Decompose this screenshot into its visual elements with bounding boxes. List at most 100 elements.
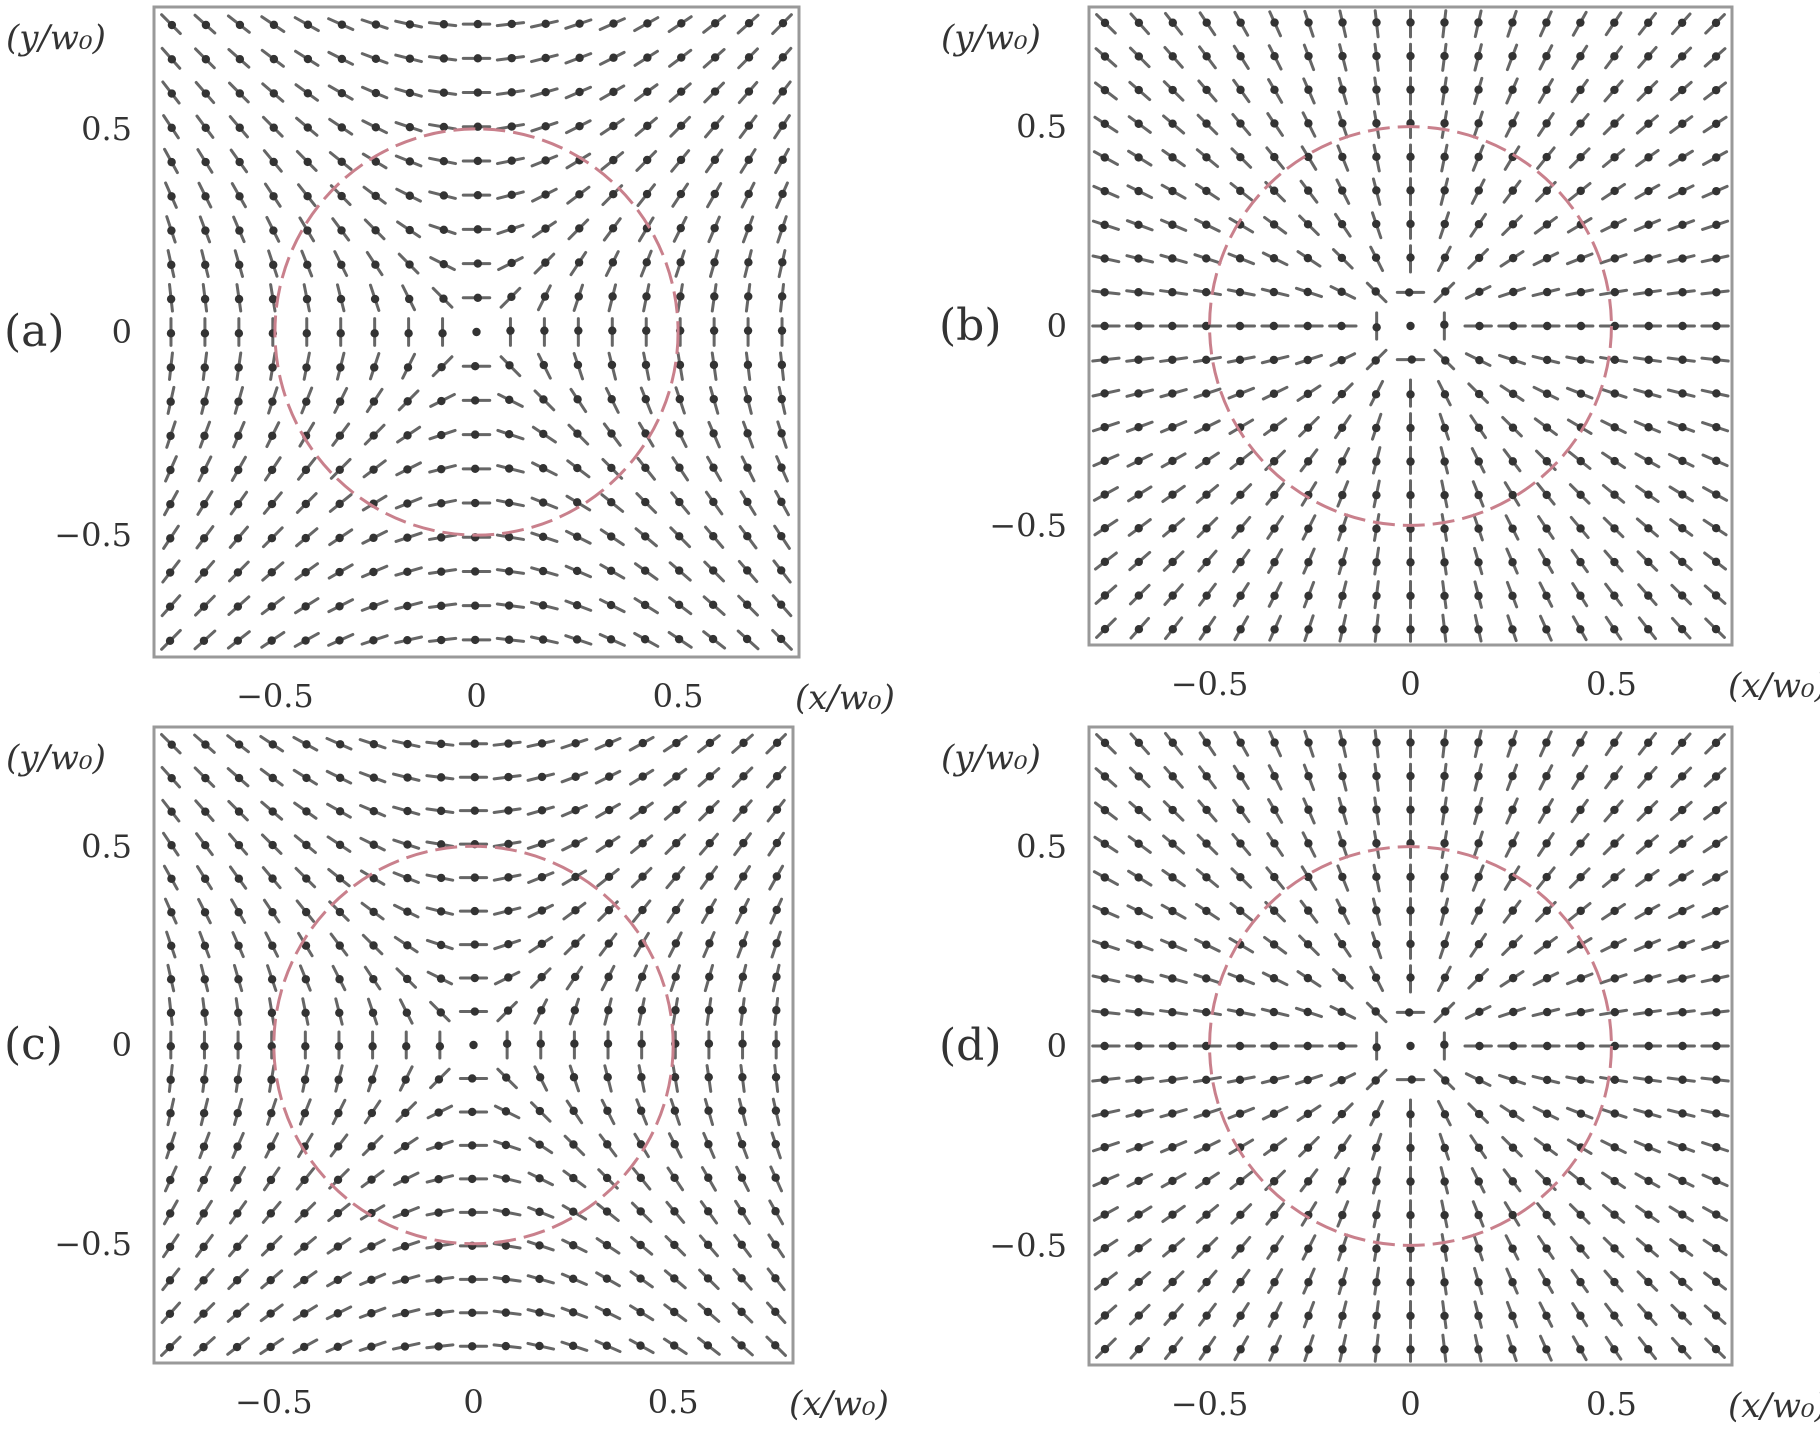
vector-arrow-head xyxy=(1542,1311,1551,1321)
vector-arrow-head xyxy=(1508,1311,1517,1321)
vector-arrow-head xyxy=(1202,1210,1211,1219)
vector-arrow-head xyxy=(1202,456,1211,466)
vector-arrow-head xyxy=(1474,1177,1483,1186)
vector-arrow-head xyxy=(404,329,413,338)
vector-arrow-head xyxy=(1678,1041,1687,1051)
vector-arrow-head xyxy=(1678,1142,1687,1152)
vector-arrow-head xyxy=(233,499,243,509)
vector-arrow-head xyxy=(1338,152,1347,162)
vector-arrow-head xyxy=(371,54,381,63)
vector-arrow-head xyxy=(1576,490,1585,500)
vector-arrow-head xyxy=(166,975,176,984)
x-tick-label: 0.5 xyxy=(653,677,704,715)
vector-arrow-head xyxy=(405,20,415,29)
vector-arrow-head xyxy=(1100,805,1110,815)
vector-arrow-head xyxy=(1236,52,1245,61)
vector-arrow-head xyxy=(267,975,277,984)
vector-arrow-head xyxy=(575,224,584,233)
vector-arrow-head xyxy=(1202,1345,1211,1354)
vector-arrow-head xyxy=(1236,152,1245,162)
vector-arrow-head xyxy=(1644,1277,1653,1287)
vector-arrow-head xyxy=(400,1242,410,1251)
vector-arrow-head xyxy=(1644,805,1653,815)
vector-arrow-head xyxy=(234,465,243,475)
vector-arrow-head xyxy=(371,260,380,269)
vector-arrow-head xyxy=(167,55,177,64)
vector-arrow-head xyxy=(1711,52,1721,61)
vector-arrow-head xyxy=(333,1175,343,1185)
vector-arrow-head xyxy=(434,1075,444,1084)
vector-arrow-head xyxy=(1406,1041,1415,1051)
vector-arrow-head xyxy=(1644,321,1653,331)
vector-arrow-head xyxy=(609,155,618,165)
vector-arrow-head xyxy=(167,20,177,30)
vector-arrow-head xyxy=(405,157,415,166)
vector-arrow-head xyxy=(675,360,685,370)
vector-arrow-head xyxy=(571,739,580,748)
y-tick-label: −0.5 xyxy=(54,1225,132,1263)
vector-arrow-head xyxy=(1168,321,1177,331)
vector-arrow-head xyxy=(434,1208,443,1217)
vector-arrow-head xyxy=(267,465,277,475)
vector-arrow-head xyxy=(1304,1311,1313,1321)
vector-arrow-head xyxy=(501,1140,511,1150)
vector-arrow-head xyxy=(574,326,583,335)
vector-arrow-head xyxy=(642,326,651,335)
vector-arrow-head xyxy=(167,192,176,201)
vector-arrow-head xyxy=(641,532,650,541)
vector-arrow-head xyxy=(1508,940,1518,949)
vector-arrow-head xyxy=(233,534,243,543)
vector-arrow-head xyxy=(778,258,787,267)
vector-arrow-head xyxy=(572,532,582,541)
vector-arrow-head xyxy=(739,805,748,814)
vector-arrow-head xyxy=(538,498,548,507)
vector-arrow-head xyxy=(675,497,684,507)
vector-arrow-head xyxy=(1168,839,1177,848)
vector-arrow-head xyxy=(367,1242,376,1251)
vector-arrow-head xyxy=(166,534,175,543)
vector-arrow-head xyxy=(1406,253,1415,262)
vector-arrow-head xyxy=(1474,219,1484,229)
vector-arrow-head xyxy=(504,906,513,915)
vector-arrow-head xyxy=(439,54,449,63)
vector-arrow-head xyxy=(1474,805,1483,814)
vector-arrow-head xyxy=(1508,1278,1517,1287)
vector-arrow-head xyxy=(1610,389,1620,398)
vector-arrow-head xyxy=(201,20,211,30)
vector-arrow-head xyxy=(1644,524,1653,533)
vector-arrow-head xyxy=(777,566,786,575)
vector-arrow-head xyxy=(1304,625,1313,634)
vector-arrow-head xyxy=(669,1341,679,1350)
vector-arrow-head xyxy=(299,1342,309,1352)
vector-arrow-head xyxy=(367,1275,376,1285)
vector-arrow-head xyxy=(608,224,618,233)
vector-arrow-head xyxy=(434,1275,443,1284)
vector-arrow-head xyxy=(1235,321,1245,331)
vector-arrow-head xyxy=(1644,254,1653,263)
vector-arrow-head xyxy=(1644,1143,1653,1152)
vector-arrow-head xyxy=(537,772,547,782)
vector-arrow-head xyxy=(608,326,617,335)
vector-arrow-head xyxy=(778,121,787,130)
vector-arrow-head xyxy=(708,600,718,610)
vector-arrow-head xyxy=(337,191,346,201)
vector-arrow-head xyxy=(1677,1344,1687,1354)
vector-arrow-head xyxy=(1134,153,1143,162)
vector-arrow-head xyxy=(1508,1177,1518,1186)
vector-arrow-head xyxy=(165,1309,175,1318)
vector-arrow-head xyxy=(636,1341,645,1350)
vector-arrow-head xyxy=(1712,940,1721,950)
vector-arrow-head xyxy=(470,362,480,371)
plot-frame xyxy=(152,725,795,1365)
vector-arrow-head xyxy=(166,1175,175,1185)
vector-arrow-head xyxy=(303,89,313,98)
vector-arrow-head xyxy=(1168,1277,1177,1287)
vector-arrow-head xyxy=(1576,906,1585,916)
vector-arrow-head xyxy=(607,395,616,404)
vector-arrow-head xyxy=(709,394,718,404)
vector-arrow-head xyxy=(1474,51,1483,61)
vector-arrow-head xyxy=(439,157,449,166)
vector-arrow-head xyxy=(507,292,516,302)
vector-arrow-head xyxy=(1371,390,1381,399)
vector-arrow-head xyxy=(200,874,210,883)
